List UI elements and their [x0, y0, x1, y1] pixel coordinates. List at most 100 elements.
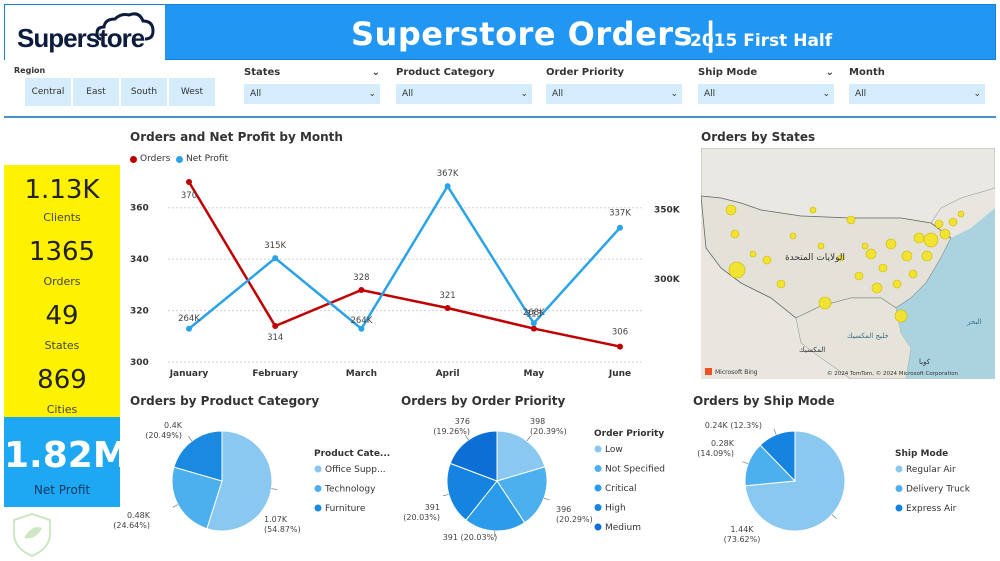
- pie-percent-label: (20.03%): [403, 513, 440, 522]
- microsoft-logo-icon: [705, 368, 712, 375]
- x-tick-label: March: [346, 369, 377, 379]
- kpi-clients-value: 1.13K: [24, 175, 100, 205]
- order-priority-dropdown[interactable]: All ⌄: [546, 84, 682, 104]
- pie-legend-dot: [314, 485, 322, 492]
- orders-data-label: 321: [439, 291, 455, 301]
- legend-orders-dot: [130, 155, 137, 163]
- pie-percent-label: (20.49%): [145, 431, 182, 440]
- state-bubble[interactable]: [809, 206, 817, 214]
- pie-value-label: 0.28K: [711, 439, 735, 448]
- map-gulf-label: خليج المكسيك: [847, 332, 889, 340]
- state-bubble[interactable]: [921, 250, 933, 262]
- legend-net-profit[interactable]: Net Profit: [176, 154, 228, 164]
- chevron-down-icon[interactable]: ⌄: [825, 66, 834, 78]
- pie-slice: [206, 430, 273, 532]
- pie-percent-label: (19.26%): [433, 427, 470, 436]
- state-bubble[interactable]: [934, 219, 944, 229]
- x-tick-label: April: [436, 369, 460, 379]
- kpi-cities-value: 869: [37, 365, 87, 395]
- chevron-down-icon: ⌄: [822, 89, 830, 99]
- state-bubble[interactable]: [878, 263, 888, 273]
- order-priority-slicer: Order Priority All ⌄: [546, 64, 682, 104]
- cloud-icon: [95, 12, 155, 41]
- chevron-down-icon[interactable]: ⌄: [371, 66, 380, 78]
- orders-point: [272, 323, 279, 329]
- pie-charts: 1.07K(54.87%) 0.48K(24.64%) 0.4K(20.49%) Pr…: [113, 417, 970, 544]
- pie-slice: [449, 430, 498, 482]
- pie-value-label: 1.44K: [730, 525, 754, 534]
- x-tick-label: January: [169, 369, 209, 379]
- month-dropdown[interactable]: All ⌄: [849, 84, 985, 104]
- state-bubble[interactable]: [725, 204, 737, 216]
- kpi-clients-label: Clients: [43, 211, 81, 224]
- orders-data-label: 314: [267, 333, 283, 343]
- state-bubble[interactable]: [865, 248, 877, 260]
- legend-net-profit-dot: [176, 155, 183, 163]
- pie-legend-dot: [895, 485, 903, 492]
- state-bubble[interactable]: [948, 217, 958, 227]
- state-bubble[interactable]: [762, 255, 772, 265]
- orders-point: [186, 179, 192, 185]
- net-profit-point: [186, 325, 192, 332]
- map-mexico-label: المكسيك: [799, 346, 825, 354]
- state-bubble[interactable]: [923, 232, 939, 248]
- state-bubble[interactable]: [957, 210, 965, 218]
- net-profit-data-label: 264K: [350, 316, 372, 326]
- state-bubble[interactable]: [913, 232, 925, 244]
- orders-point: [617, 343, 623, 350]
- state-bubble[interactable]: [749, 250, 757, 258]
- state-bubble[interactable]: [846, 215, 856, 225]
- state-bubble[interactable]: [894, 309, 908, 323]
- state-bubble[interactable]: [901, 250, 913, 262]
- ship-mode-dropdown[interactable]: All ⌄: [698, 84, 834, 104]
- states-map[interactable]: الولايات المتحدة خليج المكسيك المكسيك كو…: [701, 148, 995, 379]
- map-canvas: الولايات المتحدة خليج المكسيك المكسيك كو…: [701, 148, 995, 379]
- pie-slice: [173, 430, 223, 482]
- region-label: Region: [14, 66, 46, 75]
- state-bubble[interactable]: [854, 271, 864, 281]
- state-bubble[interactable]: [730, 229, 740, 239]
- region-east-button[interactable]: East: [72, 77, 120, 107]
- pie-value-label: 1.07K: [264, 515, 288, 524]
- x-tick-label: June: [608, 369, 631, 379]
- state-bubble[interactable]: [818, 296, 832, 310]
- pie-legend-label: Not Specified: [605, 465, 665, 475]
- kpi-orders-value: 1365: [28, 237, 96, 267]
- state-bubble[interactable]: [789, 232, 797, 240]
- pie-percent-label: (24.64%): [113, 521, 150, 530]
- pie-legend-title: Order Priority: [594, 429, 664, 439]
- region-central-button[interactable]: Central: [24, 77, 72, 107]
- pie-legend-dot: [594, 445, 602, 453]
- month-slicer: Month All ⌄: [849, 64, 985, 104]
- state-bubble[interactable]: [908, 269, 918, 279]
- map-country-label: الولايات المتحدة: [785, 253, 845, 263]
- state-bubble[interactable]: [871, 282, 883, 294]
- net-profit-data-label: 264K: [178, 314, 200, 324]
- product-category-dropdown[interactable]: All ⌄: [396, 84, 532, 104]
- legend-orders[interactable]: Orders: [130, 154, 170, 164]
- pie-value-label: 376: [455, 417, 470, 426]
- state-bubble[interactable]: [885, 238, 897, 250]
- region-west-button[interactable]: West: [168, 77, 216, 107]
- region-south-button[interactable]: South: [120, 77, 168, 107]
- kpi-cities-label: Cities: [46, 403, 78, 416]
- pie-slice: [496, 430, 546, 482]
- pie-legend-label: Medium: [605, 523, 641, 533]
- pie-leader-line: [172, 504, 179, 508]
- net-profit-point: [530, 320, 537, 327]
- pie-percent-label: (20.39%): [530, 427, 567, 436]
- state-bubble[interactable]: [939, 228, 951, 240]
- state-bubble[interactable]: [892, 279, 902, 289]
- pie-value-label: 396: [556, 505, 571, 514]
- states-value: All: [250, 89, 262, 99]
- state-bubble[interactable]: [837, 254, 845, 262]
- pie-leader-line: [526, 435, 531, 442]
- pie-legend-dot: [594, 465, 602, 472]
- states-dropdown[interactable]: All ⌄: [244, 84, 380, 104]
- state-bubble[interactable]: [776, 279, 786, 289]
- state-bubble[interactable]: [861, 242, 869, 250]
- state-bubble[interactable]: [728, 261, 746, 279]
- state-bubble[interactable]: [817, 242, 825, 250]
- pie-legend-label: Technology: [324, 485, 376, 495]
- watermark-shield-icon: [13, 512, 51, 558]
